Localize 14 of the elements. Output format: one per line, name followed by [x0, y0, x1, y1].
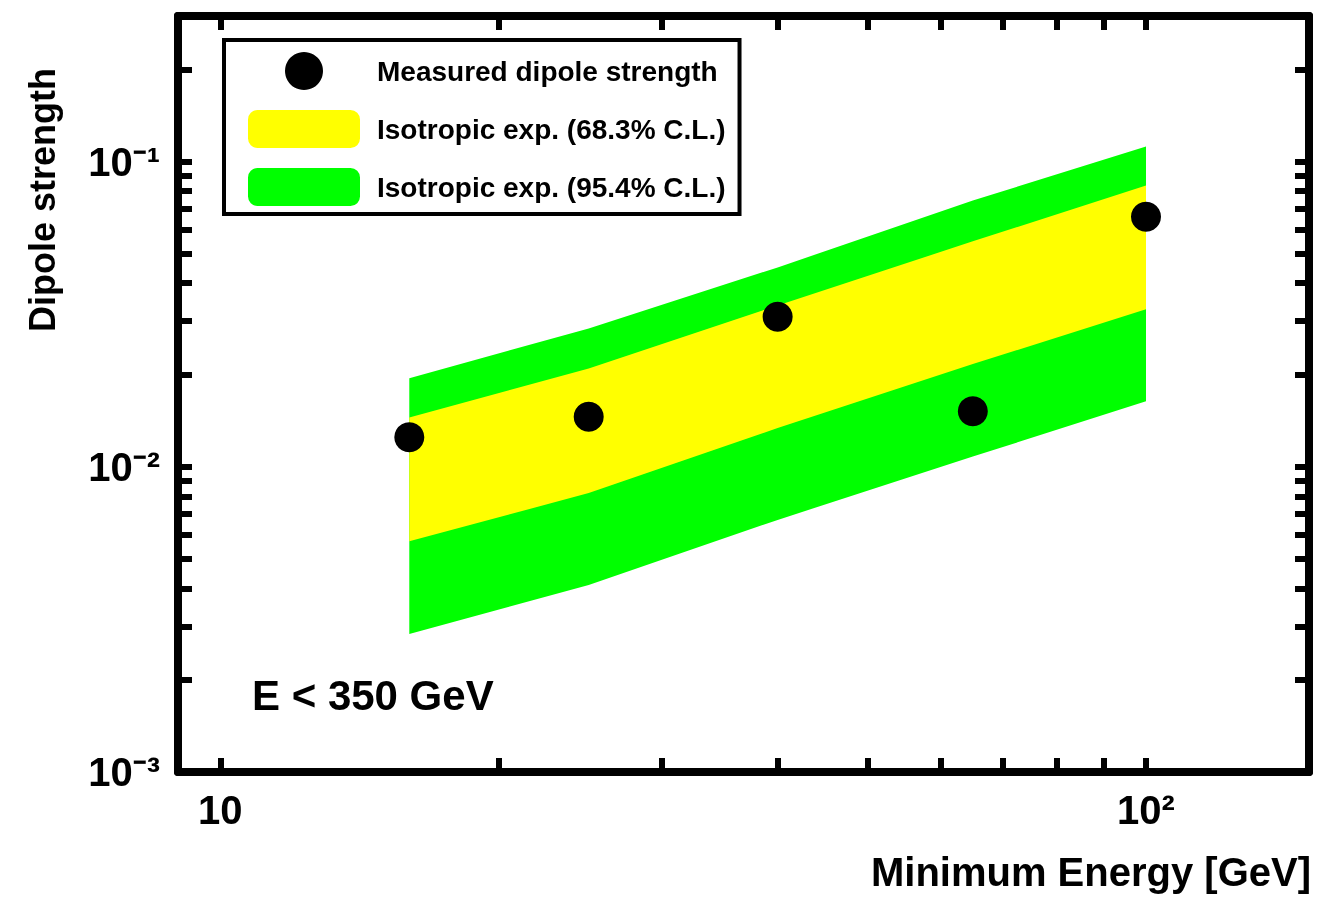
legend-label: Measured dipole strength [377, 55, 718, 87]
annotation: E < 350 GeV [252, 671, 494, 719]
x-tick-label: 10² [1117, 788, 1175, 832]
x-tick-label: 10 [198, 788, 243, 832]
point [394, 422, 425, 453]
x-axis-title: Minimum Energy [GeV] [870, 850, 1311, 894]
point [762, 301, 793, 332]
y-tick-label: 10⁻² [88, 444, 160, 489]
y-tick-label: 10⁻¹ [88, 139, 160, 184]
y-tick-label: 10⁻³ [88, 750, 160, 794]
legend-label: Isotropic exp. (68.3% C.L.) [377, 113, 726, 145]
legend-label: Isotropic exp. (95.4% C.L.) [377, 171, 726, 203]
y-axis-title: Dipole strength [21, 67, 63, 333]
point [1131, 201, 1161, 232]
